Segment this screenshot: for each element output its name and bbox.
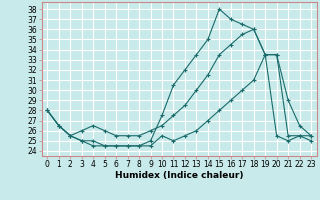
X-axis label: Humidex (Indice chaleur): Humidex (Indice chaleur) bbox=[115, 171, 244, 180]
